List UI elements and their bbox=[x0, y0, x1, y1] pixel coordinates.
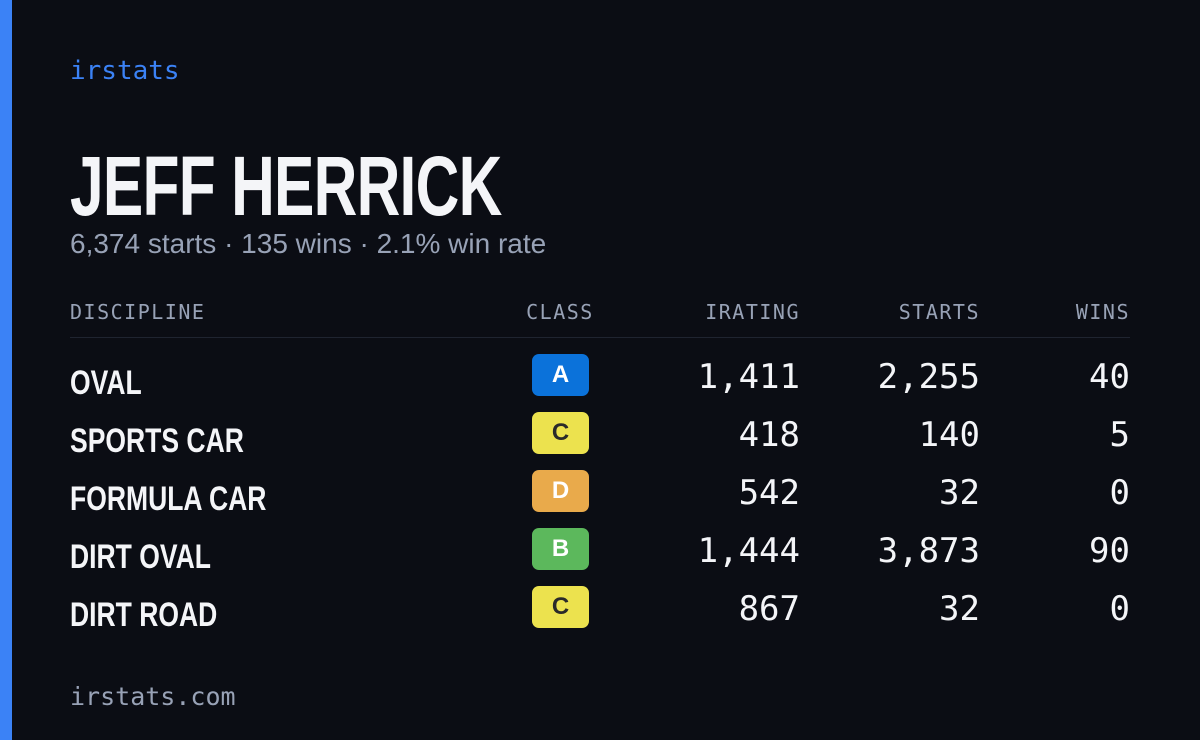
irating: 867 bbox=[738, 589, 800, 629]
starts: 3,873 bbox=[877, 531, 980, 571]
discipline: DIRT ROAD bbox=[70, 596, 218, 634]
starts: 32 bbox=[939, 473, 980, 513]
irating: 418 bbox=[738, 415, 800, 455]
starts: 32 bbox=[939, 589, 980, 629]
class-badge: C bbox=[532, 586, 589, 628]
starts: 2,255 bbox=[877, 357, 980, 397]
wins: 0 bbox=[1109, 473, 1130, 513]
wins: 40 bbox=[1089, 357, 1130, 397]
brand: irstats bbox=[70, 56, 180, 86]
starts: 140 bbox=[918, 415, 980, 455]
irating: 1,444 bbox=[697, 531, 800, 571]
summary: 6,374 starts · 135 wins · 2.1% win rate bbox=[70, 228, 547, 259]
column-header: IRATING bbox=[705, 300, 800, 324]
column-header: CLASS bbox=[526, 300, 594, 324]
wins: 0 bbox=[1109, 589, 1130, 629]
irating: 1,411 bbox=[697, 357, 800, 397]
column-header: WINS bbox=[1075, 300, 1130, 324]
column-header: STARTS bbox=[898, 300, 980, 324]
driver-name: JEFF HERRICK bbox=[70, 139, 502, 233]
discipline: SPORTS CAR bbox=[70, 422, 244, 460]
header-rule bbox=[70, 337, 1130, 338]
footer: irstats.com bbox=[70, 682, 236, 711]
class-badge: A bbox=[532, 354, 589, 396]
discipline: FORMULA CAR bbox=[70, 480, 267, 518]
irating: 542 bbox=[738, 473, 800, 513]
class-badge: D bbox=[532, 470, 589, 512]
class-badge: C bbox=[532, 412, 589, 454]
column-header: DISCIPLINE bbox=[70, 300, 206, 324]
accent-bar bbox=[0, 0, 12, 740]
wins: 90 bbox=[1089, 531, 1130, 571]
class-badge: B bbox=[532, 528, 589, 570]
wins: 5 bbox=[1109, 415, 1130, 455]
discipline: OVAL bbox=[70, 364, 142, 402]
discipline: DIRT OVAL bbox=[70, 538, 211, 576]
